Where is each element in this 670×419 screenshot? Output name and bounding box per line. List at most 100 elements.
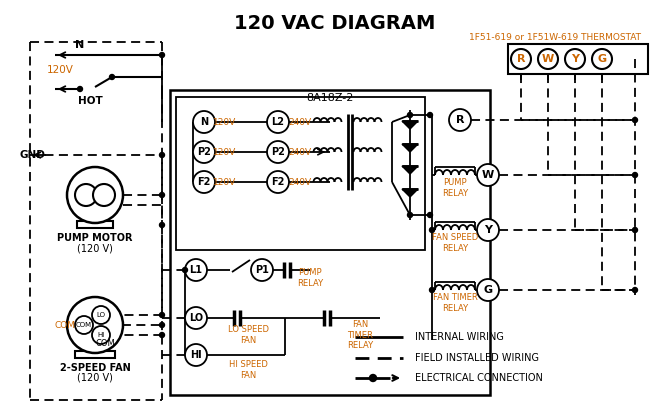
Text: COM: COM: [54, 321, 76, 329]
Text: PUMP
RELAY: PUMP RELAY: [297, 268, 323, 288]
Text: INTERNAL WIRING: INTERNAL WIRING: [415, 332, 504, 342]
Text: 120 VAC DIAGRAM: 120 VAC DIAGRAM: [234, 14, 436, 33]
Text: L1: L1: [190, 265, 202, 275]
Circle shape: [251, 259, 273, 281]
Circle shape: [185, 344, 207, 366]
Circle shape: [193, 111, 215, 133]
Circle shape: [193, 171, 215, 193]
Circle shape: [565, 49, 585, 69]
Circle shape: [159, 52, 165, 57]
Circle shape: [407, 112, 413, 117]
Text: 240V: 240V: [289, 178, 312, 186]
Text: FAN SPEED
RELAY: FAN SPEED RELAY: [432, 233, 478, 253]
Circle shape: [511, 49, 531, 69]
Text: 240V: 240V: [289, 147, 312, 157]
Circle shape: [78, 86, 82, 91]
Text: F2: F2: [197, 177, 210, 187]
Bar: [170, 90, 490, 395]
Circle shape: [67, 167, 123, 223]
Circle shape: [427, 112, 433, 117]
Text: R: R: [517, 54, 525, 64]
Circle shape: [427, 212, 433, 217]
Text: LO: LO: [96, 312, 105, 318]
Circle shape: [193, 141, 215, 163]
Text: LO: LO: [189, 313, 203, 323]
Circle shape: [407, 212, 413, 217]
Circle shape: [632, 228, 637, 233]
Text: N: N: [200, 117, 208, 127]
Text: HI: HI: [97, 332, 105, 338]
Text: FIELD INSTALLED WIRING: FIELD INSTALLED WIRING: [415, 353, 539, 363]
Circle shape: [632, 287, 637, 292]
Text: F2: F2: [271, 177, 285, 187]
Text: PUMP MOTOR: PUMP MOTOR: [57, 233, 133, 243]
Text: Y: Y: [571, 54, 579, 64]
Text: (120 V): (120 V): [77, 243, 113, 253]
Circle shape: [93, 184, 115, 206]
Bar: [176, 97, 425, 250]
Circle shape: [67, 297, 123, 353]
Text: LO SPEED
FAN: LO SPEED FAN: [228, 325, 269, 345]
Text: FAN
TIMER
RELAY: FAN TIMER RELAY: [347, 320, 373, 350]
Bar: [75, 351, 115, 358]
Text: G: G: [484, 285, 492, 295]
Text: P2: P2: [271, 147, 285, 157]
Text: 120V: 120V: [213, 178, 237, 186]
Circle shape: [75, 184, 97, 206]
Text: GND: GND: [20, 150, 46, 160]
Text: 120V: 120V: [47, 65, 74, 75]
Text: (120 V): (120 V): [77, 373, 113, 383]
Text: W: W: [542, 54, 554, 64]
Bar: [77, 221, 113, 228]
Circle shape: [429, 228, 435, 233]
Circle shape: [159, 222, 165, 228]
Text: Y: Y: [484, 225, 492, 235]
Circle shape: [477, 219, 499, 241]
Circle shape: [159, 153, 165, 158]
Polygon shape: [402, 121, 418, 129]
Circle shape: [449, 109, 471, 131]
Text: W: W: [482, 170, 494, 180]
Circle shape: [185, 307, 207, 329]
Circle shape: [429, 287, 435, 292]
Text: 120V: 120V: [213, 117, 237, 127]
Polygon shape: [402, 166, 418, 174]
Circle shape: [267, 171, 289, 193]
Circle shape: [159, 333, 165, 337]
Polygon shape: [402, 189, 418, 197]
Circle shape: [182, 267, 188, 272]
Circle shape: [109, 75, 115, 80]
Circle shape: [267, 141, 289, 163]
Circle shape: [538, 49, 558, 69]
Circle shape: [92, 306, 110, 324]
Text: 1F51-619 or 1F51W-619 THERMOSTAT: 1F51-619 or 1F51W-619 THERMOSTAT: [469, 33, 641, 41]
Text: PUMP
RELAY: PUMP RELAY: [442, 178, 468, 198]
Text: P2: P2: [197, 147, 211, 157]
Circle shape: [477, 164, 499, 186]
Polygon shape: [402, 144, 418, 152]
Circle shape: [159, 323, 165, 328]
Circle shape: [159, 313, 165, 318]
Circle shape: [185, 259, 207, 281]
Text: P1: P1: [255, 265, 269, 275]
Text: HOT: HOT: [78, 96, 103, 106]
Text: N: N: [75, 40, 84, 50]
Circle shape: [632, 117, 637, 122]
Text: 120V: 120V: [213, 147, 237, 157]
Text: R: R: [456, 115, 464, 125]
Circle shape: [159, 192, 165, 197]
Circle shape: [92, 326, 110, 344]
Text: COM: COM: [95, 339, 115, 347]
Text: G: G: [598, 54, 606, 64]
Circle shape: [477, 279, 499, 301]
Bar: [508, 44, 648, 74]
Text: L2: L2: [271, 117, 285, 127]
Text: COM: COM: [76, 322, 92, 328]
Circle shape: [267, 111, 289, 133]
Text: 2-SPEED FAN: 2-SPEED FAN: [60, 363, 131, 373]
Text: FAN TIMER
RELAY: FAN TIMER RELAY: [433, 293, 477, 313]
Circle shape: [369, 375, 377, 382]
Circle shape: [592, 49, 612, 69]
Text: ELECTRICAL CONNECTION: ELECTRICAL CONNECTION: [415, 373, 543, 383]
Text: 8A18Z-2: 8A18Z-2: [306, 93, 354, 103]
